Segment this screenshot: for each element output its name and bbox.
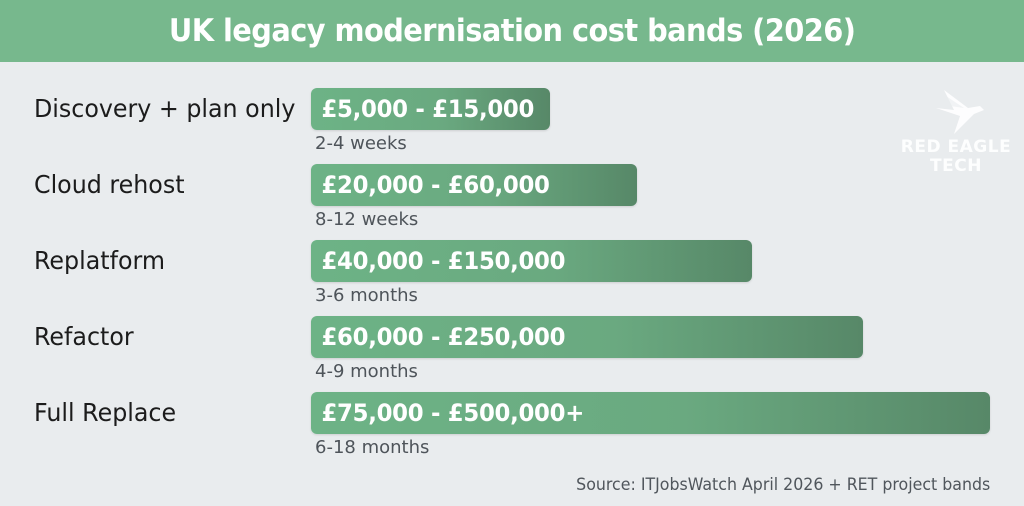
logo-line-2: TECH [930, 156, 982, 176]
row-label: Refactor [34, 322, 134, 351]
cost-bar: £75,000 - £500,000+ [311, 392, 990, 434]
cost-bar: £20,000 - £60,000 [311, 164, 637, 206]
eagle-icon [936, 90, 984, 134]
bar-value: £60,000 - £250,000 [321, 323, 566, 351]
row-discovery: Discovery + plan only £5,000 - £15,000 2… [0, 88, 1024, 164]
logo-line-1: RED EAGLE [900, 137, 1012, 157]
row-replatform: Replatform £40,000 - £150,000 3-6 months [0, 240, 1024, 316]
bar-value: £40,000 - £150,000 [321, 247, 566, 275]
row-cloud-rehost: Cloud rehost £20,000 - £60,000 8-12 week… [0, 164, 1024, 240]
brand-logo: RED EAGLE TECH [900, 88, 1012, 178]
row-full-replace: Full Replace £75,000 - £500,000+ 6-18 mo… [0, 392, 1024, 468]
row-label: Discovery + plan only [34, 94, 296, 123]
chart-title: UK legacy modernisation cost bands (2026… [168, 13, 856, 49]
bar-value: £5,000 - £15,000 [321, 95, 535, 123]
duration-label: 2-4 weeks [315, 133, 407, 154]
duration-label: 8-12 weeks [315, 209, 419, 230]
cost-bar: £40,000 - £150,000 [311, 240, 752, 282]
row-label: Cloud rehost [34, 170, 185, 199]
bar-value: £20,000 - £60,000 [321, 171, 550, 199]
duration-label: 4-9 months [315, 361, 418, 382]
bar-value: £75,000 - £500,000+ [321, 399, 585, 427]
row-label: Full Replace [34, 398, 177, 427]
row-refactor: Refactor £60,000 - £250,000 4-9 months [0, 316, 1024, 392]
source-note: Source: ITJobsWatch April 2026 + RET pro… [575, 475, 990, 495]
cost-bar: £60,000 - £250,000 [311, 316, 863, 358]
cost-bar: £5,000 - £15,000 [311, 88, 550, 130]
duration-label: 3-6 months [315, 285, 418, 306]
duration-label: 6-18 months [315, 437, 430, 458]
row-label: Replatform [34, 246, 165, 275]
title-bar: UK legacy modernisation cost bands (2026… [0, 0, 1024, 62]
